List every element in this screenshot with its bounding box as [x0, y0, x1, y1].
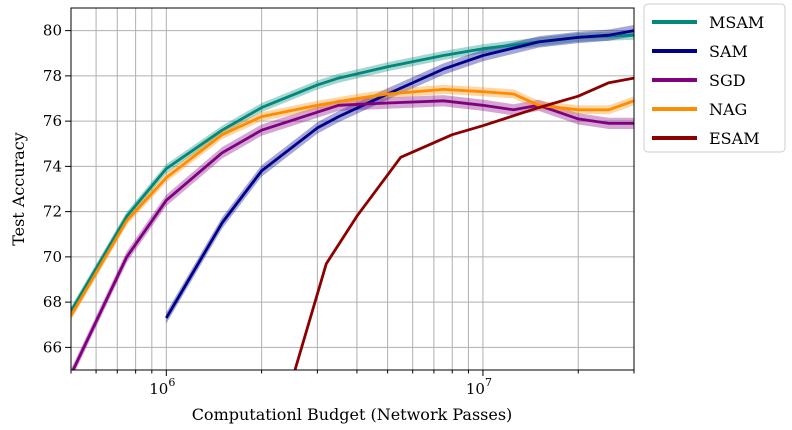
nag-confidence-band [71, 84, 634, 321]
x-tick-base: 10 [466, 380, 485, 398]
nag-line [71, 88, 634, 317]
legend: MSAM SAM SGD NAG ESAM [643, 3, 786, 153]
legend-label: NAG [709, 100, 747, 119]
series-lines [71, 29, 634, 370]
grid-lines [70, 8, 635, 370]
sgd-confidence-band [71, 95, 634, 370]
legend-box [643, 3, 786, 153]
x-tick-label: 106 [149, 376, 175, 398]
legend-item-sgd: SGD [652, 71, 746, 90]
x-tick-exponent: 7 [485, 376, 492, 389]
y-tick-label: 68 [43, 293, 62, 311]
msam-confidence-band [71, 30, 634, 316]
y-tick-label: 80 [43, 22, 62, 40]
sam-confidence-band [166, 25, 634, 324]
sam-line [165, 29, 634, 319]
x-axis-label: Computationl Budget (Network Passes) [192, 405, 513, 424]
y-tick-label: 72 [43, 203, 62, 221]
legend-label: MSAM [709, 13, 764, 32]
legend-label: SAM [709, 42, 748, 61]
esam-line [293, 76, 634, 370]
legend-label: ESAM [709, 129, 760, 148]
y-tick-label: 70 [43, 248, 62, 266]
y-axis-label: Test Accuracy [9, 132, 28, 246]
legend-item-sam: SAM [652, 42, 748, 61]
confidence-bands [71, 25, 634, 370]
y-tick-label: 66 [43, 338, 62, 356]
x-tick-base: 10 [149, 380, 168, 398]
sgd-line [71, 99, 634, 370]
legend-label: SGD [709, 71, 746, 90]
x-tick-exponent: 6 [168, 376, 175, 389]
plot-frame [70, 7, 635, 371]
y-tick-label: 74 [43, 157, 62, 175]
legend-item-esam: ESAM [652, 129, 760, 148]
legend-item-msam: MSAM [652, 13, 764, 32]
y-tick-label: 76 [43, 112, 62, 130]
y-tick-label: 78 [43, 67, 62, 85]
legend-item-nag: NAG [652, 100, 747, 119]
x-tick-label: 107 [466, 376, 492, 398]
